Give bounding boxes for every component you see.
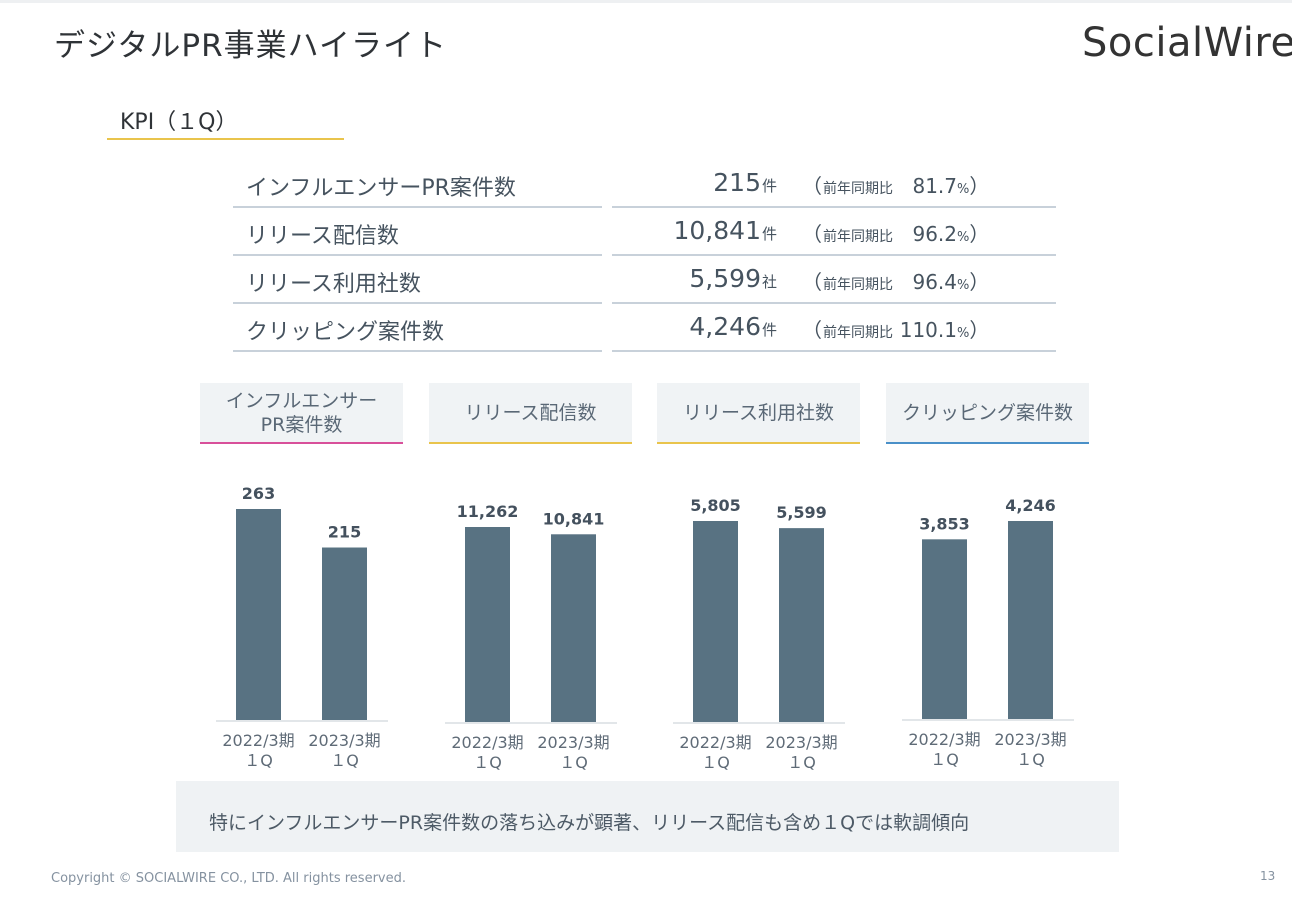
- category-label: 2022/3期: [679, 733, 751, 752]
- row-divider-right: [612, 254, 1056, 256]
- bar: [236, 509, 281, 720]
- row-divider-right: [612, 302, 1056, 304]
- kpi-row: インフルエンサーPR案件数 215件 （前年同期比 81.7%）: [0, 160, 1292, 208]
- category-label: 2023/3期: [994, 730, 1066, 749]
- kpi-label: リリース配信数: [246, 224, 399, 249]
- summary-note: 特にインフルエンサーPR案件数の落ち込みが顕著、リリース配信も含め１Qでは軟調傾…: [209, 812, 970, 834]
- chart-header-underline: [200, 442, 403, 444]
- subtitle-underline: [107, 138, 344, 140]
- bar: [551, 534, 596, 722]
- category-label: 2022/3期: [908, 730, 980, 749]
- page-number: 13: [1260, 869, 1276, 883]
- row-divider-left: [233, 302, 602, 304]
- category-label: １Q: [787, 753, 816, 772]
- bar-value-label: 5,805: [690, 496, 741, 515]
- category-label: １Q: [930, 750, 959, 769]
- kpi-row: リリース配信数 10,841件 （前年同期比 96.2%）: [0, 208, 1292, 256]
- bar-value-label: 10,841: [543, 509, 605, 528]
- kpi-label: リリース利用社数: [246, 272, 421, 297]
- category-label: 2022/3期: [222, 731, 294, 750]
- category-label: １Q: [330, 751, 359, 770]
- category-label: １Q: [473, 753, 502, 772]
- kpi-row: クリッピング案件数 4,246件 （前年同期比 110.1%）: [0, 304, 1292, 352]
- bar-value-label: 5,599: [776, 503, 827, 522]
- category-label: １Q: [701, 753, 730, 772]
- category-label: 2023/3期: [308, 731, 380, 750]
- company-logo: SocialWire: [1082, 20, 1292, 66]
- chart-header-release: リリース配信数: [429, 383, 632, 442]
- row-divider-left: [233, 206, 602, 208]
- bar: [465, 527, 510, 722]
- category-label: 2023/3期: [765, 733, 837, 752]
- kpi-label: インフルエンサーPR案件数: [246, 176, 516, 201]
- row-divider-left: [233, 350, 602, 352]
- kpi-yoy: （前年同期比 96.2%）: [802, 222, 990, 246]
- bar: [1008, 521, 1053, 719]
- row-divider-left: [233, 254, 602, 256]
- chart-header-underline: [429, 442, 632, 444]
- kpi-value: 4,246件: [689, 312, 777, 341]
- bar-value-label: 263: [242, 484, 275, 503]
- page-title: デジタルPR事業ハイライト: [54, 28, 447, 64]
- bar: [322, 547, 367, 720]
- category-label: １Q: [244, 751, 273, 770]
- top-border: [0, 0, 1292, 3]
- bar: [693, 521, 738, 722]
- copyright: Copyright © SOCIALWIRE CO., LTD. All rig…: [51, 871, 406, 886]
- bar-value-label: 3,853: [919, 514, 970, 533]
- kpi-yoy: （前年同期比 110.1%）: [802, 318, 990, 342]
- bar: [779, 528, 824, 722]
- category-label: １Q: [559, 753, 588, 772]
- section-subtitle: KPI（１Q）: [120, 110, 238, 135]
- bar-value-label: 11,262: [457, 502, 519, 521]
- category-label: 2022/3期: [451, 733, 523, 752]
- bar-value-label: 215: [328, 523, 361, 542]
- category-label: １Q: [1016, 750, 1045, 769]
- kpi-row: リリース利用社数 5,599社 （前年同期比 96.4%）: [0, 256, 1292, 304]
- chart-header-users: リリース利用社数: [657, 383, 860, 442]
- chart-header-clipping: クリッピング案件数: [886, 383, 1089, 442]
- row-divider-right: [612, 206, 1056, 208]
- category-label: 2023/3期: [537, 733, 609, 752]
- chart-header-underline: [886, 442, 1089, 444]
- kpi-value: 5,599社: [689, 264, 777, 293]
- summary-box: [176, 781, 1119, 852]
- row-divider-right: [612, 350, 1056, 352]
- bar-value-label: 4,246: [1005, 496, 1056, 515]
- kpi-value: 215件: [713, 168, 777, 197]
- kpi-yoy: （前年同期比 96.4%）: [802, 270, 990, 294]
- kpi-value: 10,841件: [673, 216, 778, 245]
- kpi-label: クリッピング案件数: [246, 320, 445, 345]
- kpi-yoy: （前年同期比 81.7%）: [802, 174, 990, 198]
- chart-header-influencer: インフルエンサー PR案件数: [200, 383, 403, 442]
- bar: [922, 539, 967, 719]
- chart-header-underline: [657, 442, 860, 444]
